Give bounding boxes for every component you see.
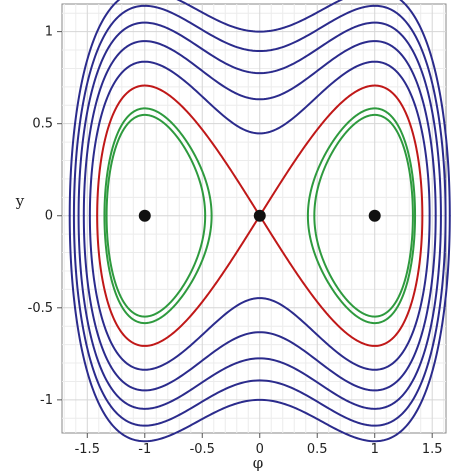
inner-orbit-upper [313, 113, 414, 217]
y-tick-label: -0.5 [28, 301, 53, 316]
outer-orbit-lower [77, 214, 442, 410]
x-tick-label: 1 [371, 442, 379, 457]
x-tick-label: -1.5 [75, 442, 100, 457]
y-axis-ticks: -1 -0.5 0 0.5 1 [28, 25, 62, 408]
equilibrium-point [368, 209, 381, 222]
separatrix-branch [258, 214, 424, 347]
inner-orbit-lower [313, 214, 414, 318]
y-tick-label: 0.5 [32, 117, 53, 132]
separatrix-branch [96, 84, 261, 217]
inner-orbit-lower [103, 214, 213, 325]
x-tick-label: -1 [138, 442, 151, 457]
x-tick-label: -0.5 [190, 442, 215, 457]
y-tick-label: 1 [45, 25, 53, 40]
outer-orbit-lower [82, 214, 437, 392]
outer-orbit-lower [88, 214, 431, 371]
equilibrium-point [138, 209, 151, 222]
inner-orbit-upper [105, 113, 207, 217]
x-tick-label: 0.5 [307, 442, 328, 457]
x-axis-ticks: -1.5 -1 -0.5 0 0.5 1 1.5 [75, 433, 443, 457]
outer-orbit-lower [72, 214, 447, 427]
outer-orbit-upper [77, 21, 442, 217]
outer-orbit-lower [68, 214, 451, 443]
equilibrium-points [138, 209, 381, 222]
outer-orbit-upper [68, 0, 451, 217]
inner-orbit-upper [103, 107, 213, 217]
x-tick-label: 0 [256, 442, 264, 457]
x-axis-label: φ [253, 454, 264, 472]
separatrix-branch [96, 214, 261, 347]
outer-orbit-upper [72, 4, 447, 217]
equilibrium-point [253, 209, 266, 222]
y-tick-label: 0 [45, 209, 53, 224]
separatrix-branch [258, 84, 424, 217]
y-axis-label: y [15, 192, 25, 210]
inner-orbit-upper [306, 107, 417, 217]
inner-orbit-lower [105, 214, 207, 318]
level-curves [68, 0, 451, 443]
y-tick-label: -1 [40, 393, 53, 408]
outer-orbit-upper [88, 60, 431, 217]
x-tick-label: 1.5 [422, 442, 443, 457]
inner-orbit-lower [306, 214, 417, 325]
outer-orbit-upper [82, 40, 437, 217]
